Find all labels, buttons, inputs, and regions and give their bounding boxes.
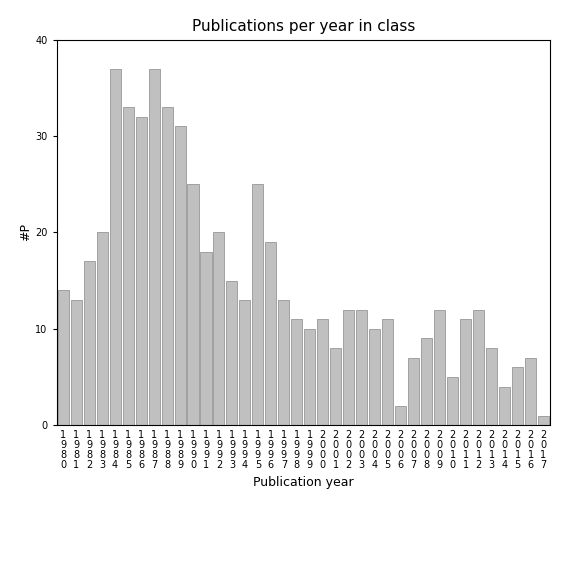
X-axis label: Publication year: Publication year: [253, 476, 354, 489]
Bar: [109, 69, 121, 425]
Bar: [84, 261, 95, 425]
Bar: [395, 406, 406, 425]
Bar: [473, 310, 484, 425]
Bar: [213, 232, 225, 425]
Bar: [149, 69, 159, 425]
Y-axis label: #P: #P: [19, 223, 32, 242]
Bar: [175, 126, 185, 425]
Bar: [421, 338, 432, 425]
Bar: [525, 358, 536, 425]
Bar: [304, 329, 315, 425]
Bar: [201, 252, 211, 425]
Bar: [318, 319, 328, 425]
Bar: [252, 184, 264, 425]
Bar: [71, 300, 82, 425]
Bar: [331, 348, 341, 425]
Bar: [136, 117, 147, 425]
Bar: [356, 310, 367, 425]
Bar: [499, 387, 510, 425]
Bar: [188, 184, 198, 425]
Bar: [434, 310, 445, 425]
Bar: [460, 319, 471, 425]
Bar: [278, 300, 289, 425]
Bar: [239, 300, 251, 425]
Bar: [122, 107, 134, 425]
Bar: [96, 232, 108, 425]
Bar: [538, 416, 549, 425]
Bar: [58, 290, 69, 425]
Bar: [408, 358, 419, 425]
Bar: [162, 107, 172, 425]
Bar: [369, 329, 380, 425]
Bar: [382, 319, 393, 425]
Bar: [343, 310, 354, 425]
Bar: [226, 281, 238, 425]
Bar: [291, 319, 302, 425]
Bar: [265, 242, 276, 425]
Bar: [512, 367, 523, 425]
Bar: [447, 377, 458, 425]
Bar: [486, 348, 497, 425]
Title: Publications per year in class: Publications per year in class: [192, 19, 415, 35]
